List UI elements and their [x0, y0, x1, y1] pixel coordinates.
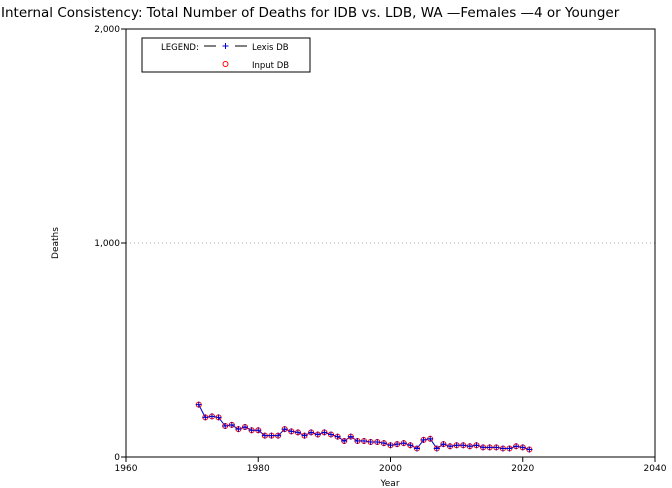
- point-lexis-db-1990: [321, 429, 328, 436]
- chart-title: Internal Consistency: Total Number of De…: [1, 5, 620, 21]
- point-lexis-db-2021: [526, 446, 533, 453]
- point-lexis-db-1985: [288, 428, 295, 435]
- legend-lexis-plus: [222, 43, 229, 49]
- x-tick-label-1: 1980: [247, 464, 270, 474]
- point-lexis-db-2018: [506, 445, 513, 452]
- y-axis-label: Deaths: [51, 227, 61, 259]
- x-tick-label-2: 2000: [379, 464, 402, 474]
- point-lexis-db-1992: [334, 433, 341, 440]
- point-lexis-db-2001: [394, 441, 401, 448]
- point-lexis-db-1989: [314, 431, 321, 438]
- x-axis-ticks: 1960 1980 2000 2020 2040: [115, 457, 667, 474]
- legend-entry-input: Input DB: [252, 61, 289, 71]
- point-lexis-db-2008: [440, 441, 447, 448]
- point-lexis-db-1982: [268, 432, 275, 439]
- point-lexis-db-2010: [453, 442, 460, 449]
- point-lexis-db-1979: [248, 427, 255, 434]
- point-lexis-db-2019: [513, 443, 520, 450]
- point-lexis-db-1972: [202, 414, 209, 421]
- legend-input-circle: [222, 61, 229, 67]
- point-lexis-db-1983: [275, 432, 282, 439]
- x-tick-label-4: 2040: [644, 464, 667, 474]
- y-tick-label-1: 1,000: [94, 239, 120, 249]
- point-lexis-db-2003: [407, 442, 414, 449]
- point-lexis-db-2014: [480, 444, 487, 451]
- point-lexis-db-1994: [347, 433, 354, 440]
- point-lexis-db-1984: [281, 426, 288, 433]
- point-lexis-db-2016: [493, 444, 500, 451]
- point-lexis-db-2020: [519, 444, 526, 451]
- point-lexis-db-2005: [420, 436, 427, 443]
- point-lexis-db-1993: [341, 437, 348, 444]
- point-lexis-db-1974: [215, 414, 222, 421]
- point-lexis-db-2009: [447, 443, 454, 450]
- point-lexis-db-2006: [427, 435, 434, 442]
- y-tick-label-0: 0: [114, 453, 120, 463]
- point-lexis-db-1998: [374, 439, 381, 446]
- point-lexis-db-1995: [354, 437, 361, 444]
- legend-entry-lexis: Lexis DB: [252, 43, 289, 53]
- point-lexis-db-2015: [486, 444, 493, 451]
- y-axis-ticks: 0 1,000 2,000: [94, 25, 126, 463]
- point-lexis-db-1997: [367, 439, 374, 446]
- x-tick-label-3: 2020: [511, 464, 534, 474]
- point-lexis-db-1977: [235, 426, 242, 433]
- point-lexis-db-1980: [255, 427, 262, 434]
- point-lexis-db-1999: [380, 440, 387, 447]
- legend-input-sample: [222, 61, 229, 67]
- point-lexis-db-1975: [222, 422, 229, 429]
- point-lexis-db-2007: [433, 445, 440, 452]
- point-lexis-db-1976: [228, 421, 235, 428]
- point-lexis-db-1978: [242, 424, 249, 431]
- point-lexis-db-1986: [294, 429, 301, 436]
- point-lexis-db-2000: [387, 442, 394, 449]
- point-lexis-db-2017: [499, 445, 506, 452]
- point-lexis-db-1981: [261, 432, 268, 439]
- point-lexis-db-1996: [361, 437, 368, 444]
- point-lexis-db-2004: [413, 445, 420, 452]
- legend: LEGEND: Lexis DB Input DB: [141, 37, 311, 73]
- point-lexis-db-2013: [473, 442, 480, 449]
- x-tick-label-0: 1960: [115, 464, 138, 474]
- legend-heading: LEGEND:: [161, 43, 199, 53]
- point-lexis-db-1971: [195, 401, 202, 408]
- point-lexis-db-1988: [308, 429, 315, 436]
- x-axis-label: Year: [379, 479, 399, 488]
- point-lexis-db-1973: [208, 413, 215, 420]
- point-lexis-db-1987: [301, 432, 308, 439]
- point-lexis-db-2012: [466, 443, 473, 450]
- series-layer: [195, 401, 533, 453]
- point-lexis-db-2011: [460, 442, 467, 449]
- legend-lexis-sample: [204, 43, 247, 49]
- point-lexis-db-2002: [400, 440, 407, 447]
- y-tick-label-2: 2,000: [94, 25, 120, 35]
- point-lexis-db-1991: [327, 431, 334, 438]
